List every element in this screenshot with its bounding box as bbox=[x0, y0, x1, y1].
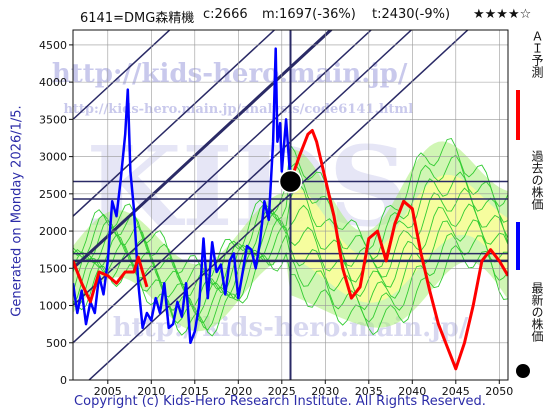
x-tick-label: 2020 bbox=[224, 385, 252, 398]
x-tick-label: 2045 bbox=[442, 385, 470, 398]
y-tick-label: 500 bbox=[46, 337, 67, 350]
y-tick-label: 4500 bbox=[39, 39, 67, 52]
code-name: 6141=DMG森精機 bbox=[80, 11, 195, 26]
minimum-price: m:1697(-36%) bbox=[262, 7, 356, 22]
current-price: c:2666 bbox=[203, 7, 248, 22]
y-tick-label: 3500 bbox=[39, 113, 67, 126]
x-tick-label: 2035 bbox=[355, 385, 383, 398]
y-tick-label: 4000 bbox=[39, 76, 67, 89]
plot-frame bbox=[72, 29, 509, 381]
current-price-dot bbox=[278, 169, 303, 194]
grid bbox=[73, 30, 508, 380]
y-tick-label: 3000 bbox=[39, 151, 67, 164]
target-price: t:2430(-9%) bbox=[372, 7, 451, 22]
legend-ai-forecast-label: ＡＩ予測 bbox=[530, 30, 544, 78]
x-tick-label: 2040 bbox=[398, 385, 426, 398]
trend-channel-line bbox=[73, 30, 276, 217]
watermark-url-top: http://kids-hero.main.jp/ bbox=[52, 59, 408, 89]
rating-stars: ★★★★☆ bbox=[473, 7, 532, 22]
chart-header: 6141=DMG森精機 c:2666 m:1697(-36%) t:2430(-… bbox=[0, 0, 560, 30]
y-tick-label: 1000 bbox=[39, 300, 67, 313]
y-tick-label: 1500 bbox=[39, 262, 67, 275]
x-tick-label: 2015 bbox=[181, 385, 209, 398]
legend-past-price: 過去の株価 bbox=[512, 150, 544, 270]
y-tick-label: 2000 bbox=[39, 225, 67, 238]
latest-dot-icon bbox=[516, 364, 530, 378]
copyright: Copyright (c) Kids-Hero Research Institu… bbox=[74, 394, 486, 409]
x-tick-label: 2050 bbox=[485, 385, 513, 398]
y-tick-label: 2500 bbox=[39, 188, 67, 201]
series-line-ai-forecast bbox=[73, 255, 149, 304]
x-tick-label: 2010 bbox=[137, 385, 165, 398]
series-line-past-price bbox=[73, 47, 292, 345]
series bbox=[73, 47, 508, 371]
legend-past-price-label: 過去の株価 bbox=[530, 150, 544, 210]
legend-ai-forecast: ＡＩ予測 bbox=[512, 30, 544, 150]
past-swatch bbox=[516, 222, 520, 270]
axes: 0 500 1000 1500 2000 2500 3000 3500 4000 4500 2005… bbox=[39, 29, 513, 398]
forecast-swatch bbox=[516, 90, 520, 140]
x-tick-label: 2030 bbox=[311, 385, 339, 398]
legend-latest-price: 最新の株価 bbox=[512, 282, 544, 382]
series-line-ai-forecast bbox=[289, 129, 508, 371]
trend-channel-line bbox=[73, 30, 171, 120]
generated-date-text: Generated on Monday 2026/1/5. bbox=[9, 105, 25, 317]
x-tick-label: 2005 bbox=[94, 385, 122, 398]
legend-latest-price-label: 最新の株価 bbox=[530, 282, 544, 342]
x-tick-label: 2025 bbox=[268, 385, 296, 398]
legend: ＡＩ予測 過去の株価 最新の株価 bbox=[512, 30, 544, 382]
generated-date-note: Generated on Monday 2026/1/5. bbox=[2, 96, 32, 326]
current-price-marker bbox=[278, 169, 303, 194]
y-tick-label: 0 bbox=[60, 374, 67, 387]
